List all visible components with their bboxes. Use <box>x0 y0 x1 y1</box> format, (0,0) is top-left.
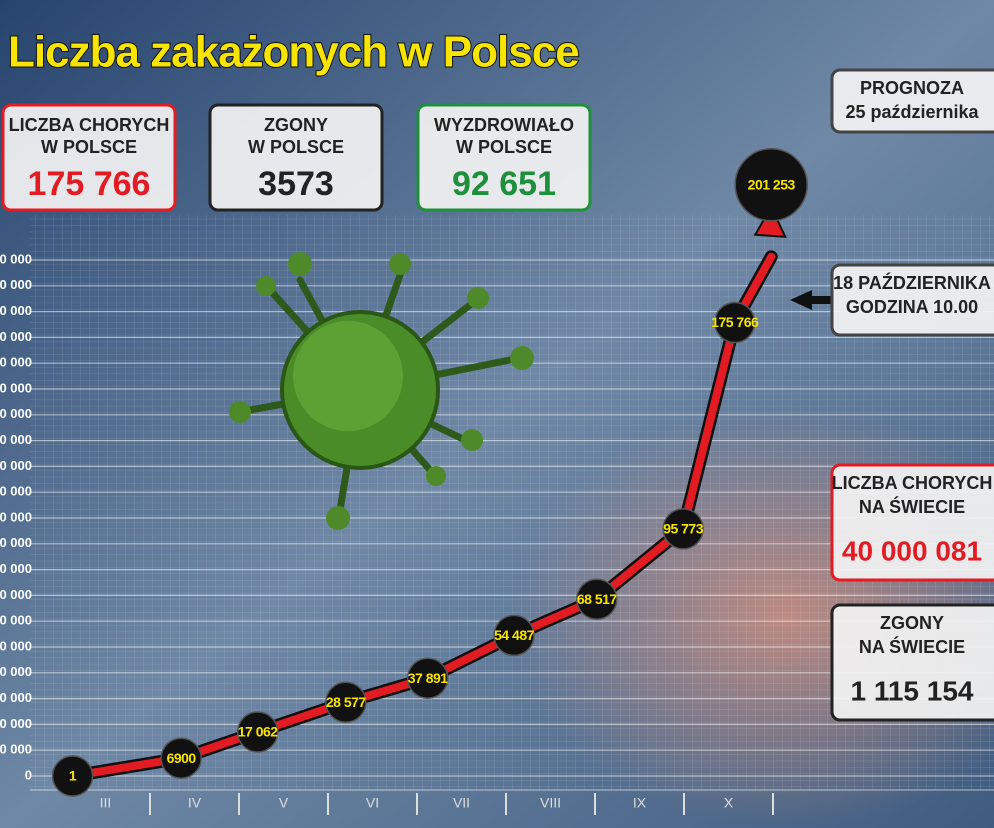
side-value: 1 115 154 <box>850 675 973 706</box>
line <box>68 252 776 780</box>
data-label: 1 <box>69 768 77 784</box>
y-tick-label: 80 000 <box>0 561 32 576</box>
x-tick-label: VIII <box>540 795 561 811</box>
data-label: 37 891 <box>408 670 449 686</box>
y-tick-label: 130 000 <box>0 432 32 447</box>
data-label: 28 577 <box>326 694 367 710</box>
data-label: 201 253 <box>748 176 796 192</box>
stat-label: W POLSCE <box>456 137 552 157</box>
stat-label: W POLSCE <box>248 137 344 157</box>
side-label: GODZINA 10.00 <box>846 297 978 317</box>
y-tick-label: 0 <box>25 767 32 782</box>
y-tick-label: 10 000 <box>0 742 32 757</box>
data-point <box>236 711 279 753</box>
data-label: 54 487 <box>494 627 535 643</box>
side-value: 40 000 081 <box>842 535 982 566</box>
y-tick-label: 150 000 <box>0 380 32 395</box>
data-point <box>662 508 704 550</box>
stat-label: ZGONY <box>264 115 328 135</box>
side-label: NA ŚWIECIE <box>859 636 965 657</box>
side-label: ZGONY <box>880 613 944 633</box>
data-point <box>325 681 367 724</box>
side-label: LICZBA CHORYCH <box>832 473 993 493</box>
x-tick-label: IV <box>188 795 202 811</box>
y-tick-label: 100 000 <box>0 509 32 524</box>
x-tick-label: III <box>100 795 112 811</box>
data-point <box>493 614 535 657</box>
x-tick-label: IX <box>633 795 647 811</box>
x-tick-label: VII <box>453 795 470 811</box>
stat-value: 175 766 <box>28 165 151 203</box>
x-tick-label: X <box>724 795 734 811</box>
stat-value: 3573 <box>258 165 334 203</box>
data-label: 175 766 <box>711 314 759 330</box>
virus-illustration <box>229 252 534 530</box>
y-tick-label: 120 000 <box>0 458 32 473</box>
y-tick-label: 180 000 <box>0 303 32 318</box>
data-point <box>713 301 756 344</box>
data-label: 68 517 <box>577 591 618 607</box>
title: Liczba zakażonych w Polsce <box>8 28 579 77</box>
stat-value: 92 651 <box>452 165 556 203</box>
y-tick-label: 110 000 <box>0 484 32 499</box>
stat-label: LICZBA CHORYCH <box>9 115 170 135</box>
data-label: 17 062 <box>238 724 279 740</box>
y-tick-label: 60 000 <box>0 613 32 628</box>
y-tick-label: 160 000 <box>0 355 32 370</box>
stat-box <box>416 103 592 212</box>
y-tick-label: 200 000 <box>0 251 32 266</box>
y-tick-label: 20 000 <box>0 716 32 731</box>
y-tick-label: 70 000 <box>0 587 32 602</box>
data-label: 95 773 <box>663 521 704 537</box>
side-label: NA ŚWIECIE <box>859 496 965 517</box>
stat-box <box>208 103 384 212</box>
y-tick-label: 50 000 <box>0 638 32 653</box>
annotation-arrow <box>790 290 832 310</box>
stat-label: W POLSCE <box>41 137 137 157</box>
side-box <box>830 68 994 134</box>
x-tick-label: VI <box>366 795 379 811</box>
side-label: 18 PAŹDZIERNIKA <box>833 272 991 293</box>
data-point <box>51 755 94 797</box>
side-box <box>830 603 994 722</box>
stat-label: WYZDROWIAŁO <box>434 115 574 135</box>
y-tick-label: 90 000 <box>0 535 32 550</box>
data-point <box>576 578 618 620</box>
data-point <box>734 148 808 222</box>
side-box <box>830 463 994 582</box>
x-tick-label: V <box>279 795 289 811</box>
data-point <box>160 737 202 779</box>
side-label: 25 października <box>845 102 979 122</box>
y-tick-label: 40 000 <box>0 664 32 679</box>
y-tick-label: 30 000 <box>0 690 32 705</box>
y-tick-label: 190 000 <box>0 277 32 292</box>
stat-box <box>1 103 177 212</box>
data-label: 6900 <box>167 750 197 766</box>
y-tick-label: 170 000 <box>0 329 32 344</box>
arrow-head <box>753 204 787 238</box>
side-box <box>830 263 994 337</box>
data-point <box>406 657 449 699</box>
y-tick-label: 140 000 <box>0 406 32 421</box>
side-label: PROGNOZA <box>860 78 964 98</box>
